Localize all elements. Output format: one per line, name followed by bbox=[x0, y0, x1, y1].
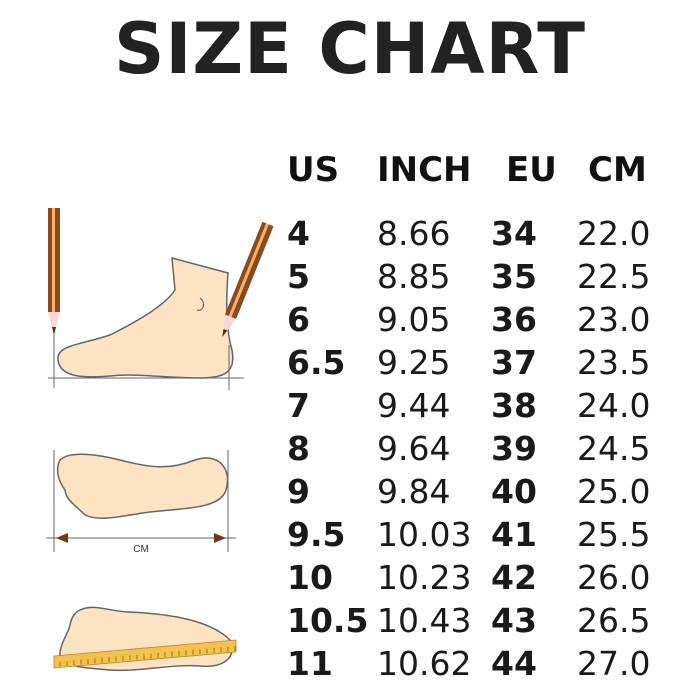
cell-us: 9 bbox=[287, 472, 310, 511]
pencil-icon bbox=[48, 208, 60, 335]
cell-cm: 25.0 bbox=[577, 472, 651, 511]
cell-inch: 10.43 bbox=[377, 601, 472, 640]
cell-inch: 10.23 bbox=[377, 558, 472, 597]
cell-cm: 23.5 bbox=[577, 343, 651, 382]
cell-eu: 40 bbox=[491, 472, 537, 511]
page-title: SIZE CHART bbox=[113, 8, 587, 90]
cell-cm: 23.0 bbox=[577, 300, 651, 339]
cell-eu: 42 bbox=[491, 558, 537, 597]
cell-inch: 10.62 bbox=[377, 644, 472, 683]
cell-us: 7 bbox=[287, 386, 310, 425]
ruler-foot-diagram bbox=[53, 606, 237, 672]
cell-us: 6.5 bbox=[287, 343, 346, 382]
cell-cm: 22.5 bbox=[577, 257, 651, 296]
cell-us: 10.5 bbox=[287, 601, 369, 640]
cell-cm: 26.0 bbox=[577, 558, 651, 597]
top-foot-diagram: CM bbox=[46, 450, 236, 555]
cell-eu: 38 bbox=[491, 386, 537, 425]
cell-us: 10 bbox=[287, 558, 333, 597]
cell-inch: 8.66 bbox=[377, 214, 451, 253]
cell-inch: 9.05 bbox=[377, 300, 451, 339]
cell-eu: 35 bbox=[491, 257, 537, 296]
cell-inch: 9.44 bbox=[377, 386, 451, 425]
cell-us: 6 bbox=[287, 300, 310, 339]
cell-eu: 43 bbox=[491, 601, 537, 640]
cell-us: 4 bbox=[287, 214, 310, 253]
arrow-left-icon bbox=[56, 533, 68, 543]
cell-inch: 9.25 bbox=[377, 343, 451, 382]
ruler-icon bbox=[53, 639, 237, 669]
cell-inch: 9.64 bbox=[377, 429, 451, 468]
cell-inch: 9.84 bbox=[377, 472, 451, 511]
cell-eu: 41 bbox=[491, 515, 537, 554]
cell-cm: 27.0 bbox=[577, 644, 651, 683]
foot-measure-illustration: CM bbox=[46, 208, 274, 672]
cell-eu: 44 bbox=[491, 644, 537, 683]
cell-inch: 10.03 bbox=[377, 515, 472, 554]
column-header-cm: CM bbox=[588, 150, 647, 190]
pencil-icon bbox=[222, 221, 274, 338]
cell-eu: 34 bbox=[491, 214, 537, 253]
cell-eu: 36 bbox=[491, 300, 537, 339]
cell-us: 11 bbox=[287, 644, 333, 683]
column-header-inch: INCH bbox=[377, 150, 472, 190]
arrow-right-icon bbox=[214, 533, 226, 543]
column-header-us: US bbox=[287, 150, 340, 190]
cell-us: 5 bbox=[287, 257, 310, 296]
cell-cm: 24.0 bbox=[577, 386, 651, 425]
cell-cm: 26.5 bbox=[577, 601, 651, 640]
cell-cm: 25.5 bbox=[577, 515, 651, 554]
side-foot-diagram bbox=[48, 208, 274, 390]
cell-inch: 8.85 bbox=[377, 257, 451, 296]
column-header-eu: EU bbox=[506, 150, 557, 190]
cell-cm: 24.5 bbox=[577, 429, 651, 468]
cell-eu: 39 bbox=[491, 429, 537, 468]
cell-us: 9.5 bbox=[287, 515, 346, 554]
cell-eu: 37 bbox=[491, 343, 537, 382]
cell-us: 8 bbox=[287, 429, 310, 468]
measure-label: CM bbox=[133, 544, 149, 555]
cell-cm: 22.0 bbox=[577, 214, 651, 253]
